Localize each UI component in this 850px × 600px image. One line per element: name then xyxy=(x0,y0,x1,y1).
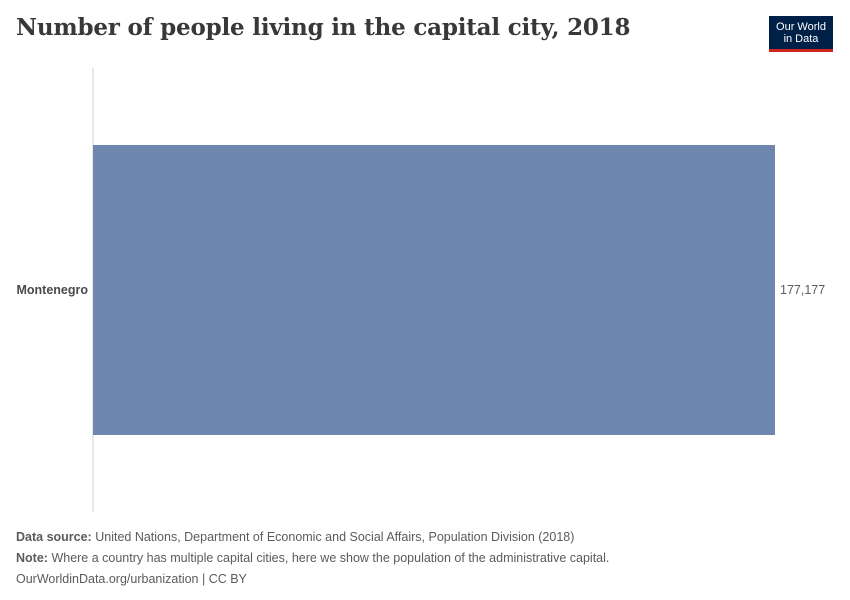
category-label: Montenegro xyxy=(16,283,88,297)
chart-footer: Data source: United Nations, Department … xyxy=(16,527,609,590)
bar-montenegro[interactable] xyxy=(93,145,775,435)
value-label: 177,177 xyxy=(780,283,825,297)
data-source: Data source: United Nations, Department … xyxy=(16,527,609,548)
note-label: Note: xyxy=(16,551,48,565)
note-text: Where a country has multiple capital cit… xyxy=(51,551,610,565)
logo-line-2: in Data xyxy=(783,33,819,45)
chart-note: Note: Where a country has multiple capit… xyxy=(16,548,609,569)
data-source-label: Data source: xyxy=(16,530,92,544)
source-link[interactable]: OurWorldinData.org/urbanization | CC BY xyxy=(16,572,247,586)
data-source-text: United Nations, Department of Economic a… xyxy=(95,530,575,544)
owid-logo[interactable]: Our World in Data xyxy=(769,16,833,52)
logo-line-1: Our World xyxy=(776,21,826,33)
chart-title: Number of people living in the capital c… xyxy=(16,14,631,41)
bar-chart: Montenegro 177,177 xyxy=(16,68,825,512)
